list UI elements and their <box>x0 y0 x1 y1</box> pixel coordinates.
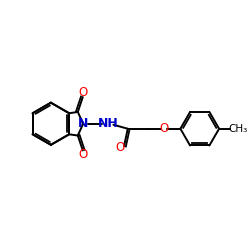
Text: CH₃: CH₃ <box>228 124 248 134</box>
Text: NH: NH <box>98 117 118 130</box>
Text: O: O <box>159 122 168 135</box>
Text: O: O <box>115 141 124 154</box>
Text: N: N <box>78 117 88 130</box>
Text: O: O <box>78 86 88 99</box>
Text: O: O <box>78 148 88 162</box>
